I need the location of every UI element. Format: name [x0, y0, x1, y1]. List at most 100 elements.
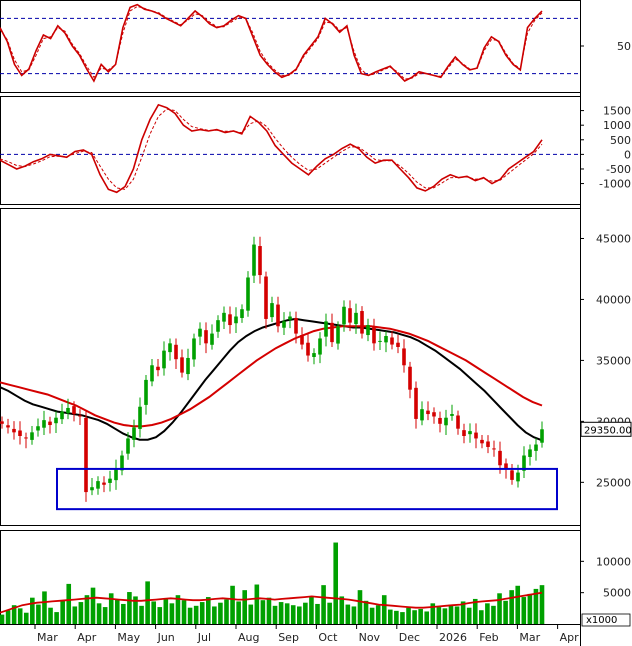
- candle-body: [534, 444, 538, 451]
- volume-bar: [266, 597, 272, 624]
- volume-bar: [272, 605, 278, 624]
- candle-body: [492, 448, 496, 450]
- candle-body: [66, 407, 70, 414]
- candle-body: [234, 316, 238, 324]
- volume-bar: [151, 601, 156, 624]
- volume-bar: [394, 610, 399, 624]
- volume-bar: [406, 607, 411, 624]
- candle-body: [246, 277, 250, 311]
- volume-bar: [315, 603, 320, 624]
- candle-body: [138, 406, 142, 429]
- volume-bar: [357, 590, 363, 624]
- candle-body: [108, 478, 112, 483]
- candle-body: [150, 365, 154, 382]
- volume-bar: [539, 585, 545, 624]
- support-zone-box: [56, 467, 558, 511]
- volume-bar: [491, 605, 496, 624]
- x-axis-month-label: Dec: [399, 631, 420, 644]
- candle-body: [480, 439, 484, 444]
- volume-bar: [48, 607, 53, 624]
- x-axis-month-label: Sep: [278, 631, 299, 644]
- volume-tick-label: 10000: [596, 555, 631, 568]
- volume-bar: [5, 610, 11, 624]
- volume-bar: [375, 605, 381, 624]
- volume-bar: [163, 598, 169, 624]
- candle-body: [456, 415, 460, 429]
- candle-body: [522, 455, 526, 471]
- candle-body: [312, 353, 316, 357]
- volume-bar: [212, 606, 217, 624]
- candle-body: [264, 276, 268, 319]
- volume-bar: [400, 612, 405, 624]
- candle-body: [228, 314, 232, 326]
- volume-bar: [448, 604, 454, 624]
- candle-body: [528, 449, 532, 457]
- volume-panel: 10000 5000 x1000: [0, 542, 631, 627]
- candle-body: [540, 429, 544, 443]
- volume-bar: [515, 585, 521, 624]
- volume-bar: [133, 596, 138, 624]
- candle-body: [258, 246, 262, 276]
- volume-bar: [242, 590, 247, 624]
- candle-body: [42, 420, 46, 428]
- moving-average-line: [0, 325, 543, 428]
- candle-body: [114, 468, 118, 481]
- x-axis-month-label: Mar: [519, 631, 540, 644]
- price-tick-label: 45000: [596, 232, 631, 245]
- x-axis-month-label: Aug: [238, 631, 259, 644]
- candle-body: [516, 472, 520, 482]
- x-axis-month-label: Mar: [37, 631, 58, 644]
- volume-bar: [466, 607, 472, 624]
- volume-bar: [442, 608, 448, 624]
- macd-series-line: [0, 103, 543, 194]
- volume-bar: [90, 587, 96, 624]
- x-axis-month-label: Jul: [197, 631, 211, 644]
- candle-body: [6, 425, 10, 428]
- price-panel: 250003000035000400004500029350.00: [0, 232, 632, 511]
- volume-bar: [175, 595, 181, 624]
- candle-body: [420, 409, 424, 421]
- volume-bar: [96, 603, 102, 624]
- volume-bar: [412, 610, 417, 624]
- price-tick-label: 35000: [596, 354, 631, 367]
- candle-body: [96, 481, 100, 489]
- volume-bar: [339, 596, 345, 624]
- candle-body: [222, 312, 226, 322]
- volume-bar: [121, 603, 126, 624]
- candle-body: [132, 427, 136, 440]
- candle-body: [474, 432, 478, 439]
- candle-body: [504, 463, 508, 469]
- candle-body: [174, 344, 178, 360]
- x-axis-month-label: Apr: [77, 631, 97, 644]
- x-axis: Mar Apr May Jun Jul Aug Sep Oct Nov Dec 2026 Feb Mar…: [0, 624, 580, 644]
- volume-bar: [303, 602, 308, 624]
- volume-bar: [479, 610, 484, 624]
- price-tick-label: 25000: [596, 476, 631, 489]
- candle-body: [276, 304, 280, 327]
- candle-body: [60, 411, 64, 420]
- candle-body: [156, 366, 160, 371]
- volume-bar: [388, 609, 393, 624]
- volume-bar: [230, 585, 235, 624]
- candle-body: [120, 455, 124, 471]
- volume-bar: [527, 593, 533, 624]
- x-axis-month-label: Oct: [318, 631, 338, 644]
- candle-body: [330, 322, 334, 343]
- candle-body: [414, 387, 418, 419]
- volume-bar: [309, 596, 314, 624]
- volume-unit-label: x1000: [586, 615, 617, 626]
- volume-bar: [472, 598, 478, 624]
- candle-body: [90, 487, 94, 491]
- oscillator-frame: [0, 0, 581, 93]
- candle-body: [426, 410, 430, 415]
- volume-bar: [17, 608, 23, 624]
- candle-body: [48, 421, 52, 426]
- macd-series-line: [0, 108, 543, 190]
- candle-body: [336, 326, 340, 344]
- macd-tick-label: 1500: [603, 105, 631, 118]
- moving-average-line: [0, 317, 543, 442]
- candle-body: [216, 320, 220, 332]
- volume-bar: [290, 605, 296, 624]
- macd-tick-label: 0: [624, 148, 631, 161]
- volume-bar: [321, 585, 326, 624]
